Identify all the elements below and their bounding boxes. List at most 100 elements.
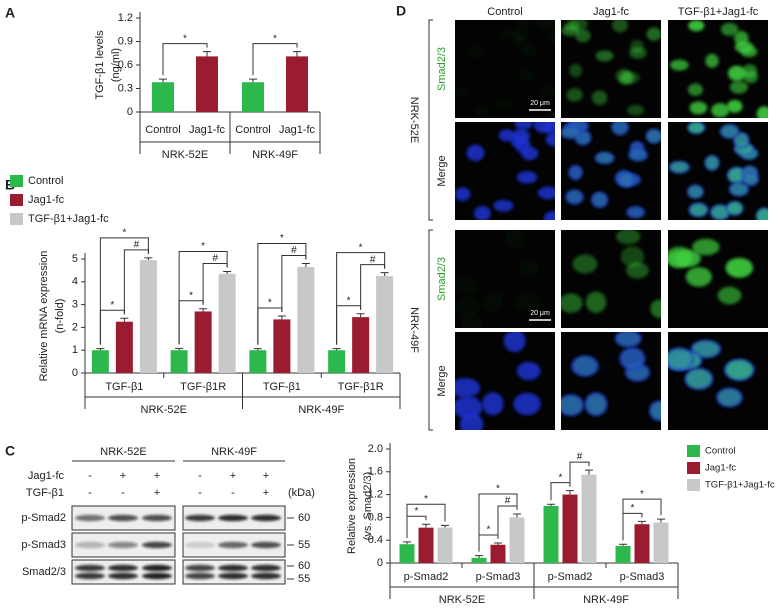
nucleus-signal [547, 31, 563, 44]
legend-swatch [10, 213, 23, 225]
blot-band [251, 514, 281, 522]
significance-bracket [336, 252, 386, 345]
nucleus-signal [572, 254, 598, 274]
nucleus-signal [513, 129, 529, 141]
nucleus-signal [545, 110, 563, 122]
nucleus [503, 332, 526, 353]
nucleus [473, 205, 491, 220]
nucleus-signal [646, 27, 661, 41]
significance-mark: * [487, 525, 491, 536]
y-tick-label: 0 [127, 106, 133, 118]
y-axis-label: (n-fold) [54, 299, 66, 334]
blot-band [75, 564, 105, 572]
nucleus-signal [595, 50, 614, 62]
nucleus-signal [561, 127, 580, 139]
nucleus [514, 122, 533, 130]
error-bar [638, 520, 646, 525]
bar-label: Control [235, 124, 270, 136]
row-group-label: NRK-49F [408, 307, 420, 353]
treatment-sign: + [263, 470, 269, 482]
blot-band [75, 541, 105, 549]
nucleus-signal [461, 312, 482, 333]
nucleus-signal [545, 212, 563, 224]
blot-band [75, 514, 105, 522]
nucleus-signal [646, 129, 661, 143]
error-bar [253, 348, 262, 351]
significance-mark: # [212, 253, 218, 264]
legend-swatch [687, 479, 700, 491]
legend-swatch [10, 175, 23, 187]
blot-band [142, 572, 172, 580]
blot-band [218, 514, 248, 522]
blot-frame [71, 559, 176, 585]
significance-bracket [569, 461, 590, 487]
micrograph [668, 332, 768, 430]
nucleus-signal [619, 71, 635, 85]
nucleus-signal [591, 90, 608, 106]
blot-band [142, 564, 172, 572]
column-header: TGF-β1+Jag1-fc [678, 6, 759, 18]
nucleus-signal [547, 133, 563, 146]
marker-label: 60 [298, 560, 310, 572]
bar [581, 474, 597, 563]
nucleus-signal [743, 71, 759, 84]
treatment-sign: - [231, 487, 235, 499]
y-tick-label: 0 [72, 367, 78, 379]
error-bar [356, 313, 365, 318]
micrograph [455, 122, 563, 224]
group-label: NRK-52E [141, 404, 187, 416]
nucleus-signal [612, 122, 628, 135]
error-bar [441, 524, 449, 528]
legend-swatch [10, 194, 23, 206]
y-tick-label: 5 [72, 253, 78, 265]
nucleus-signal [616, 332, 641, 347]
nucleus-signal [629, 47, 647, 59]
significance-bracket [478, 493, 518, 552]
bar [399, 544, 415, 563]
nucleus-signal [734, 30, 749, 46]
significance-mark: * [110, 300, 114, 311]
nucleus-signal [483, 291, 502, 312]
nucleus-signal [669, 161, 689, 173]
micrograph [561, 230, 661, 328]
significance-mark: * [189, 290, 193, 301]
error-bar [585, 469, 593, 475]
significance-mark: * [183, 33, 187, 44]
y-axis-label: (vs. Smad2/3) [362, 472, 374, 540]
nucleus [498, 129, 515, 142]
nucleus-signal [727, 65, 746, 81]
marker-label: 60 [298, 512, 310, 524]
treatment-label: Jag1-fc [28, 470, 65, 482]
blot-band [75, 572, 105, 580]
y-tick-label: 1.2 [118, 12, 133, 24]
error-bar [96, 348, 105, 351]
marker-label: 55 [298, 573, 310, 585]
legend-label: TGF-β1+Jag1-fc [705, 480, 775, 491]
nucleus-signal [627, 206, 645, 218]
bar [152, 82, 174, 112]
nucleus [455, 378, 481, 398]
error-bar [566, 490, 574, 495]
nucleus-signal [505, 229, 525, 249]
bar [471, 557, 487, 563]
nucleus [482, 392, 504, 416]
nucleus-signal [518, 363, 539, 380]
legend-swatch [687, 445, 700, 457]
blot-row-label: Smad2/3 [22, 566, 66, 578]
x-tick-label: p-Smad3 [620, 571, 665, 583]
cell-line-label: NRK-49F [211, 446, 257, 458]
bar [249, 350, 267, 373]
nucleus-signal [561, 293, 583, 314]
x-tick-label: p-Smad3 [476, 571, 521, 583]
nucleus-signal [734, 132, 749, 148]
blot-band [108, 514, 138, 522]
nucleus-signal [569, 63, 583, 78]
legend-swatch [687, 462, 700, 474]
bar [418, 527, 434, 563]
nucleus-signal [756, 208, 768, 220]
blot-band [251, 564, 281, 572]
row-group-label: NRK-52E [408, 97, 420, 143]
significance-bracket [257, 243, 307, 345]
bar [115, 321, 133, 373]
nucleus [543, 211, 555, 220]
